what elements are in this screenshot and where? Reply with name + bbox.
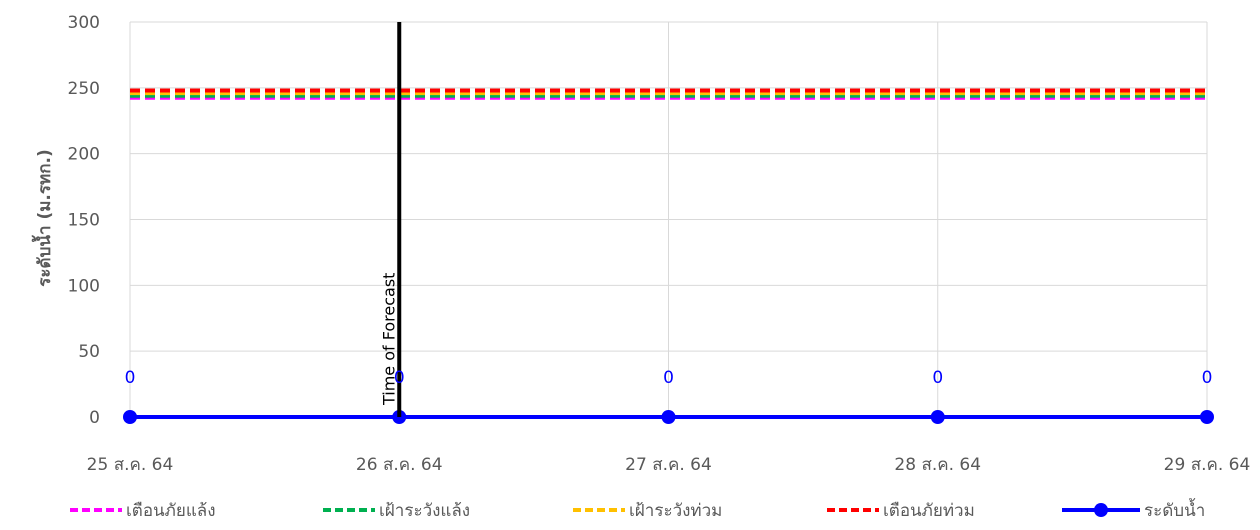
data-label: 0 <box>1202 368 1213 388</box>
legend-label: เตือนภัยท่วม <box>883 501 975 521</box>
data-labels: 0 0 0 0 0 <box>125 368 1213 388</box>
water-level-point <box>123 410 137 424</box>
y-tick-label: 200 <box>68 145 100 165</box>
water-level-point <box>930 410 945 424</box>
x-tick-labels: 25 ส.ค. 64 26 ส.ค. 64 27 ส.ค. 64 28 ส.ค. 64… <box>87 455 1251 475</box>
legend-item-1: เฝ้าระวังแล้ง <box>323 501 470 521</box>
legend: เตือนภัยแล้ง เฝ้าระวังแล้ง เฝ้าระวังท่วม เต… <box>70 498 1205 521</box>
x-tick-label: 25 ส.ค. 64 <box>87 455 174 475</box>
legend-item-2: เฝ้าระวังท่วม <box>573 501 722 521</box>
water-level-point <box>661 410 676 424</box>
y-tick-labels: 0 50 100 150 200 250 300 <box>68 13 100 428</box>
legend-label: ระดับน้ำ <box>1144 498 1205 521</box>
forecast-annotation: Time of Forecast <box>379 22 402 417</box>
water-level-point <box>1200 410 1214 424</box>
data-label: 0 <box>125 368 136 388</box>
data-label: 0 <box>932 368 943 388</box>
legend-label: เฝ้าระวังท่วม <box>629 501 722 521</box>
legend-marker <box>1094 503 1108 517</box>
x-tick-label: 27 ส.ค. 64 <box>625 455 712 475</box>
data-label: 0 <box>394 368 405 388</box>
y-tick-label: 150 <box>68 211 100 231</box>
y-tick-label: 250 <box>68 79 100 99</box>
legend-item-0: เตือนภัยแล้ง <box>70 501 216 521</box>
legend-label: เตือนภัยแล้ง <box>126 501 216 521</box>
forecast-label: Time of Forecast <box>379 273 398 406</box>
legend-label: เฝ้าระวังแล้ง <box>379 501 470 521</box>
legend-item-3: เตือนภัยท่วม <box>827 501 975 521</box>
data-label: 0 <box>663 368 674 388</box>
y-tick-label: 100 <box>68 276 100 296</box>
series-lines <box>123 88 1214 424</box>
y-tick-label: 0 <box>89 408 100 428</box>
y-tick-label: 50 <box>78 342 100 362</box>
y-axis-label: ระดับน้ำ (ม.รทก.) <box>31 149 55 286</box>
x-tick-label: 26 ส.ค. 64 <box>356 455 443 475</box>
y-tick-label: 300 <box>68 13 100 33</box>
legend-item-4: ระดับน้ำ <box>1062 498 1205 521</box>
x-tick-label: 29 ส.ค. 64 <box>1164 455 1251 475</box>
x-tick-label: 28 ส.ค. 64 <box>894 455 981 475</box>
gridlines <box>129 21 1208 418</box>
